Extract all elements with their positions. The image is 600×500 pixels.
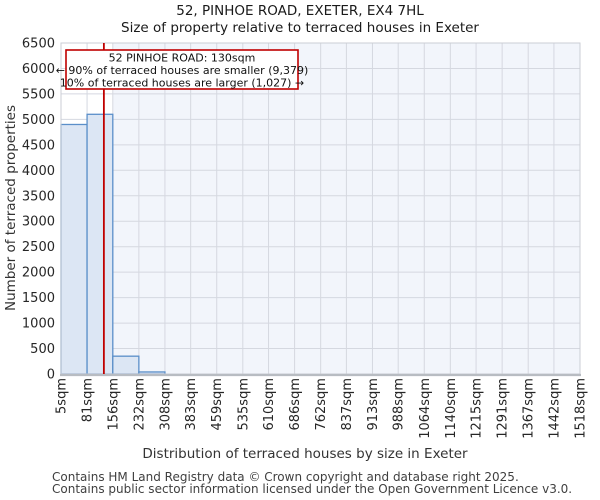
x-tick-label: 232sqm — [132, 378, 147, 431]
y-tick-label: 3000 — [22, 215, 55, 230]
page-subtitle: Size of property relative to terraced ho… — [121, 20, 479, 36]
y-tick-label: 1500 — [22, 291, 55, 306]
y-tick-label: 2500 — [22, 240, 55, 255]
x-tick-label: 610sqm — [262, 378, 277, 431]
marker-annotation-box: 52 PINHOE ROAD: 130sqm ← 90% of terraced… — [56, 49, 309, 90]
x-tick-label: 1442sqm — [547, 378, 562, 439]
x-tick-label: 1518sqm — [574, 378, 589, 439]
x-tick-label: 459sqm — [210, 378, 225, 431]
x-tick-label: 81sqm — [81, 378, 96, 422]
y-tick-label: 4500 — [22, 138, 55, 153]
x-tick-label: 308sqm — [158, 378, 173, 431]
annotation-property-size: 52 PINHOE ROAD: 130sqm — [109, 52, 256, 65]
histogram-bar — [86, 113, 114, 375]
y-axis-label: Number of terraced properties — [3, 105, 19, 311]
annotation-larger-share: 10% of terraced houses are larger (1,027… — [60, 77, 304, 90]
x-axis-label: Distribution of terraced houses by size … — [142, 446, 468, 462]
x-tick-label: 913sqm — [366, 378, 381, 431]
y-tick-label: 4000 — [22, 164, 55, 179]
y-tick-label: 0 — [47, 368, 55, 383]
footer-attribution-hmlr: Contains HM Land Registry data © Crown c… — [52, 470, 519, 484]
y-tick-label: 2000 — [22, 266, 55, 281]
annotation-border — [65, 49, 299, 90]
histogram-bar — [60, 123, 88, 375]
x-tick-label: 988sqm — [392, 378, 407, 431]
y-tick-label: 3500 — [22, 189, 55, 204]
x-tick-label: 1291sqm — [496, 378, 511, 439]
plot-area — [60, 42, 581, 377]
x-tick-label: 762sqm — [314, 378, 329, 431]
y-tick-label: 5000 — [22, 113, 55, 128]
x-tick-label: 686sqm — [288, 378, 303, 431]
x-tick-label: 535sqm — [236, 378, 251, 431]
tick-labels: 0 500 1000 1500 2000 2500 3000 3500 4000 4500 5000… — [22, 37, 589, 439]
histogram-bar — [112, 355, 140, 375]
x-tick-label: 837sqm — [340, 378, 355, 431]
x-tick-label: 156sqm — [106, 378, 121, 431]
page-title: 52, PINHOE ROAD, EXETER, EX4 7HL — [176, 3, 424, 19]
x-tick-label: 383sqm — [184, 378, 199, 431]
y-tick-label: 6500 — [22, 37, 55, 52]
y-tick-label: 6000 — [22, 62, 55, 77]
x-tick-label: 1215sqm — [470, 378, 485, 439]
y-tick-label: 1000 — [22, 317, 55, 332]
annotation-smaller-share: ← 90% of terraced houses are smaller (9,… — [56, 64, 309, 77]
x-tick-label: 5sqm — [55, 378, 70, 414]
x-tick-label: 1064sqm — [418, 378, 433, 439]
y-tick-label: 500 — [30, 342, 55, 357]
x-tick-label: 1140sqm — [444, 378, 459, 439]
footer-attribution-ogl: Contains public sector information licen… — [52, 482, 572, 496]
x-tick-label: 1367sqm — [522, 378, 537, 439]
y-tick-label: 5500 — [22, 87, 55, 102]
